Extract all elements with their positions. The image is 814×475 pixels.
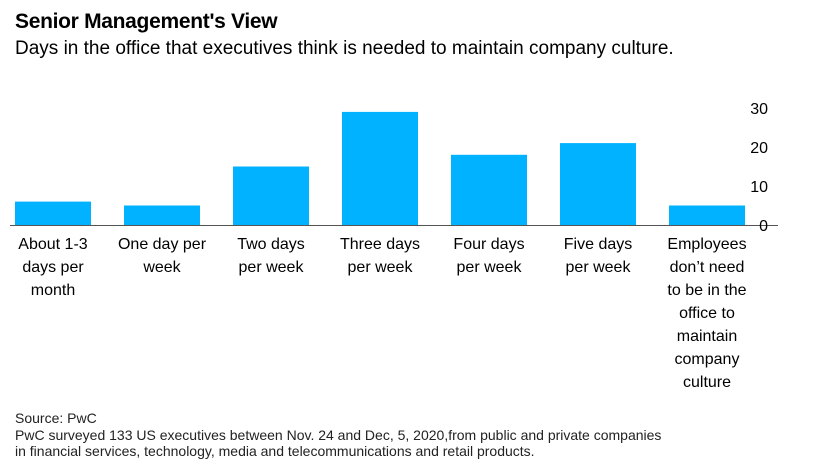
bar (124, 205, 200, 225)
x-category-label: Three days per week (340, 236, 420, 276)
x-category-label: Two days per week (237, 236, 305, 276)
survey-note-line-2: in financial services, technology, media… (15, 443, 535, 459)
bar (669, 205, 745, 225)
survey-note-line-1: PwC surveyed 133 US executives between N… (15, 426, 662, 443)
bar (560, 143, 636, 225)
bar (233, 166, 309, 225)
y-tick-label: 20 (750, 140, 768, 157)
bar-chart: 0 10 20 30 About 1-3 days per month One day per… (10, 101, 778, 391)
bar (451, 154, 527, 225)
bar (342, 111, 418, 225)
x-category-label: Employees don’t need to be in the office to… (667, 236, 746, 391)
chart-title: Senior Management's View (15, 10, 278, 33)
x-category-label: Four days per week (453, 236, 524, 276)
source-note: Source: PwC (15, 410, 97, 426)
x-category-label: One day per week (118, 236, 207, 276)
y-tick-label: 10 (750, 179, 768, 196)
x-category-label: Five days per week (564, 236, 632, 276)
chart-subtitle: Days in the office that executives think… (15, 38, 674, 59)
x-category-label: About 1-3 days per month (18, 236, 87, 299)
bar (15, 201, 91, 225)
chart-footer: Source: PwC PwC surveyed 133 US executiv… (15, 410, 661, 460)
y-tick-label: 30 (750, 101, 768, 118)
y-tick-label: 0 (759, 218, 768, 235)
